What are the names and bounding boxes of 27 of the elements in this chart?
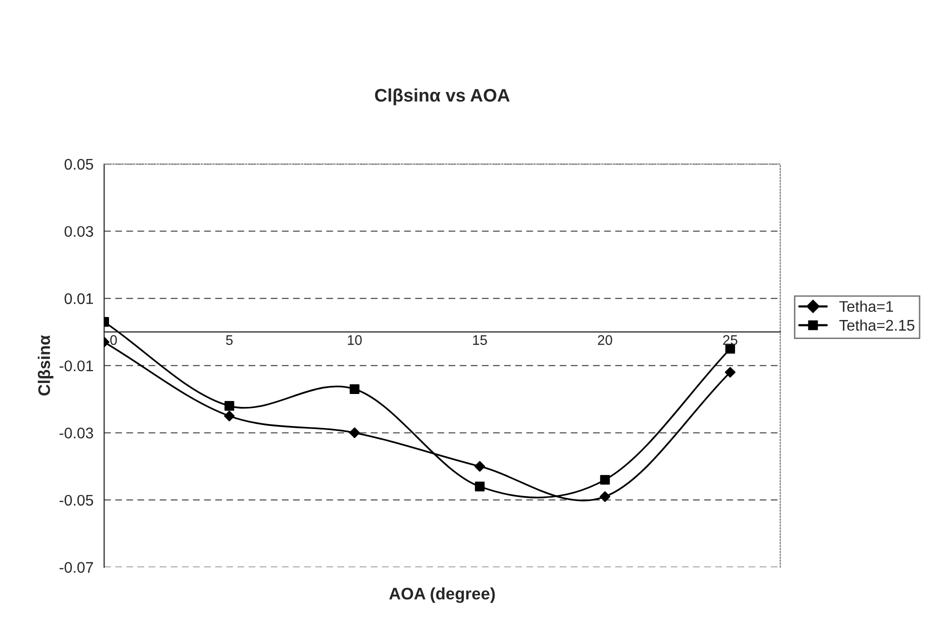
- y-axis-title: Clβsinα: [38, 335, 54, 396]
- point: [224, 410, 235, 422]
- y-tick-label: 0.05: [64, 158, 94, 170]
- legend-label: Tetha=2.15: [839, 320, 914, 331]
- x-tick-label: 25: [723, 335, 738, 345]
- point: [349, 427, 360, 438]
- y-tick-label: -0.05: [60, 494, 94, 506]
- point: [600, 474, 610, 485]
- point: [474, 461, 486, 472]
- point: [224, 401, 234, 411]
- x-tick-label: 10: [348, 335, 362, 345]
- legend-label: Tetha=1: [839, 300, 894, 312]
- x-tick-label: 5: [226, 335, 233, 345]
- y-tick-label: -0.01: [60, 360, 93, 372]
- point: [474, 482, 485, 492]
- y-tick-label: 0.01: [64, 293, 93, 304]
- x-axis-title: AOA (degree): [389, 587, 495, 603]
- x-tick-label: 0: [110, 335, 117, 345]
- x-tick-label: 15: [473, 335, 487, 345]
- x-tick-label: 20: [598, 335, 612, 345]
- point: [600, 491, 610, 502]
- chart-title: Clβsinα vs AOA: [375, 88, 510, 106]
- point: [350, 384, 360, 394]
- point: [724, 367, 736, 378]
- y-tick-label: 0.03: [64, 226, 94, 237]
- y-tick-label: -0.07: [60, 562, 93, 573]
- y-tick-label: -0.03: [60, 428, 94, 438]
